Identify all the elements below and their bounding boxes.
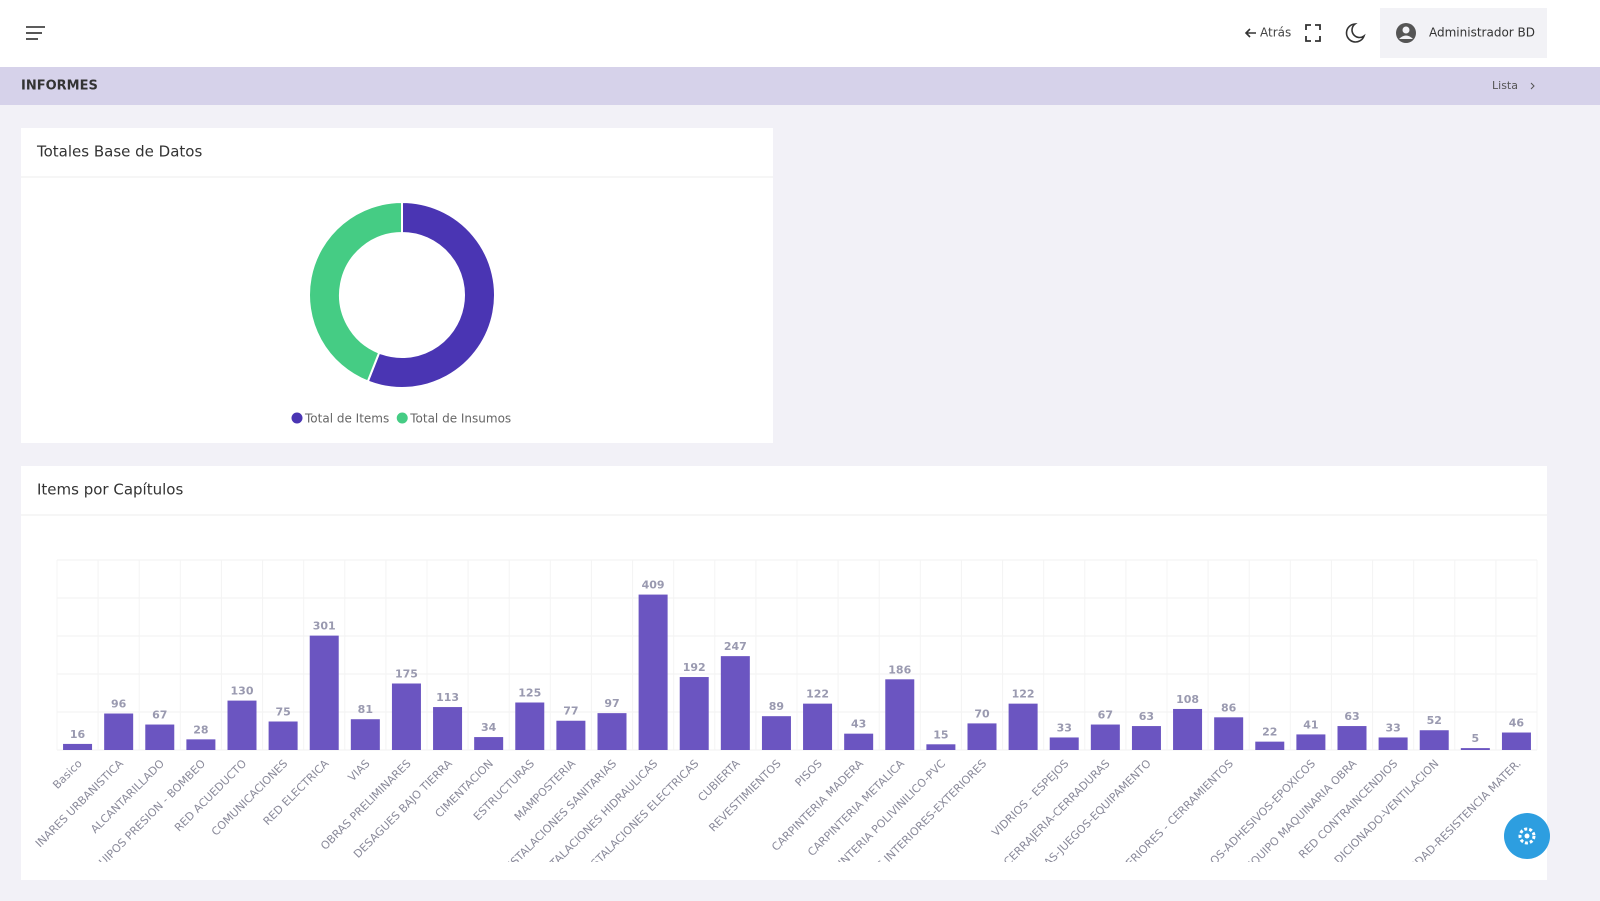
bar <box>1296 734 1326 750</box>
bar <box>844 733 874 750</box>
card <box>21 128 773 443</box>
bar <box>1090 724 1120 750</box>
bar <box>1501 732 1531 750</box>
card-title: Items por Capítulos <box>37 481 183 499</box>
value-label: 16 <box>70 728 86 741</box>
value-label: 97 <box>604 697 619 710</box>
value-label: 125 <box>518 687 541 700</box>
value-label: 33 <box>1385 721 1400 734</box>
value-label: 15 <box>933 728 948 741</box>
value-label: 108 <box>1176 693 1199 706</box>
value-label: 89 <box>769 700 784 713</box>
bar <box>268 721 298 750</box>
value-label: 63 <box>1344 710 1359 723</box>
breadcrumb-link[interactable]: Lista <box>1492 79 1518 92</box>
value-label: 122 <box>1012 688 1035 701</box>
bar <box>433 707 463 750</box>
value-label: 122 <box>806 688 829 701</box>
value-label: 41 <box>1303 718 1318 731</box>
bar <box>515 702 545 750</box>
bar <box>309 635 339 750</box>
bar <box>1214 717 1244 750</box>
donut-slice <box>308 200 403 383</box>
settings-button[interactable] <box>1504 813 1550 859</box>
value-label: 186 <box>888 663 911 676</box>
value-label: 63 <box>1139 710 1154 723</box>
value-label: 46 <box>1509 717 1525 730</box>
value-label: 33 <box>1057 721 1072 734</box>
value-label: 81 <box>358 703 373 716</box>
value-label: 34 <box>481 721 497 734</box>
value-label: 192 <box>683 661 706 674</box>
breadcrumb-bar <box>0 67 1600 105</box>
bar <box>1460 748 1490 750</box>
bar <box>1008 703 1038 750</box>
menu-button[interactable] <box>26 26 45 40</box>
legend-label: Total de Insumos <box>409 412 511 426</box>
value-label: 247 <box>724 640 747 653</box>
bar <box>104 713 134 750</box>
value-label: 409 <box>642 579 665 592</box>
bar <box>885 679 915 750</box>
fullscreen-button[interactable] <box>1305 24 1321 42</box>
value-label: 22 <box>1262 726 1277 739</box>
bar <box>1419 730 1449 750</box>
bar <box>556 720 586 750</box>
donut-slice <box>366 200 496 389</box>
bar <box>1255 741 1285 750</box>
chevron <box>1530 82 1535 90</box>
bar <box>1049 737 1079 750</box>
value-label: 130 <box>231 685 254 698</box>
back-button[interactable]: Atrás <box>1244 26 1291 40</box>
bar <box>1173 708 1203 750</box>
value-label: 67 <box>1098 709 1113 722</box>
bar <box>926 744 956 750</box>
value-label: 86 <box>1221 701 1237 714</box>
page-title: INFORMES <box>21 79 98 94</box>
bar <box>474 737 504 750</box>
value-label: 67 <box>152 709 167 722</box>
value-label: 5 <box>1472 732 1480 745</box>
value-label: 96 <box>111 698 127 711</box>
bar <box>679 677 709 750</box>
bar <box>967 723 997 750</box>
bar <box>145 724 175 750</box>
bar <box>227 700 257 750</box>
back-label: Atrás <box>1260 26 1291 40</box>
bar <box>597 713 627 750</box>
bar <box>63 743 93 750</box>
value-label: 175 <box>395 668 418 681</box>
value-label: 301 <box>313 620 336 633</box>
bar <box>803 703 833 750</box>
topbar <box>0 0 1600 67</box>
theme-button[interactable] <box>1345 23 1366 43</box>
card-title: Totales Base de Datos <box>36 143 202 161</box>
bar <box>761 716 791 750</box>
value-label: 52 <box>1427 714 1442 727</box>
bar <box>638 594 668 750</box>
value-label: 77 <box>563 705 578 718</box>
value-label: 113 <box>436 691 459 704</box>
user-menu[interactable]: Administrador BD <box>1380 8 1547 58</box>
bar <box>391 683 421 750</box>
value-label: 70 <box>974 707 990 720</box>
value-label: 43 <box>851 718 866 731</box>
legend-label: Total de Items <box>304 412 389 426</box>
bar <box>1337 726 1367 750</box>
user-name: Administrador BD <box>1429 26 1535 40</box>
bar <box>350 719 380 750</box>
bar <box>186 739 216 750</box>
value-label: 75 <box>275 706 290 719</box>
bar <box>1378 737 1408 750</box>
bar <box>1131 726 1161 750</box>
legend-dot <box>291 412 303 424</box>
legend-dot <box>396 412 408 424</box>
card <box>21 466 1547 880</box>
bar <box>720 656 750 750</box>
value-label: 28 <box>193 723 208 736</box>
